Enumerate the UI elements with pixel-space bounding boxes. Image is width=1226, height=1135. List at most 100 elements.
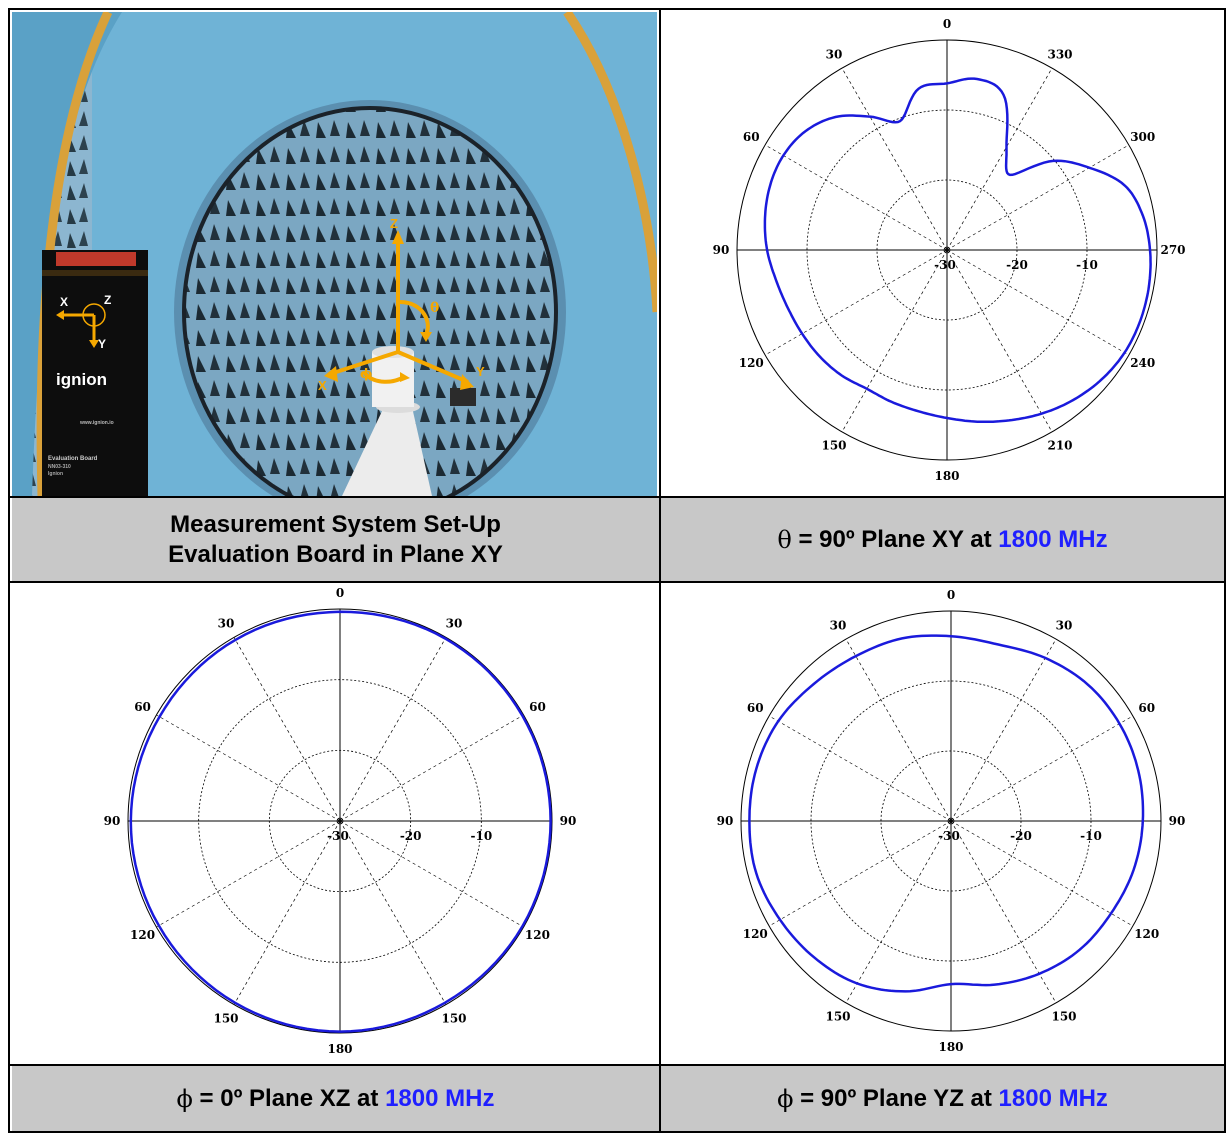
- angle-tick-label: 30: [1056, 618, 1073, 632]
- radial-tick-label: -20: [400, 829, 422, 843]
- photo-axis-phi: ϕ: [360, 367, 372, 382]
- caption-xy-frequency: 1800 MHz: [998, 525, 1108, 553]
- grid-spoke: [233, 637, 341, 822]
- radial-tick-label: -20: [1006, 258, 1028, 272]
- board-axis-z: Z: [104, 293, 111, 307]
- board-maker: Ignion: [48, 471, 63, 477]
- angle-tick-label: 150: [441, 1011, 466, 1025]
- board-website: www.ignion.io: [79, 420, 114, 426]
- radial-tick-label: -30: [327, 829, 349, 843]
- grid-spoke: [946, 144, 1130, 251]
- angle-tick-label: 60: [743, 130, 760, 144]
- radiation-pattern-trace: [129, 610, 552, 1033]
- caption-setup: Measurement System Set-Up Evaluation Boa…: [12, 498, 659, 581]
- grid-spoke: [946, 249, 1053, 433]
- angle-tick-label: 240: [1130, 356, 1155, 370]
- angle-tick-label: 150: [213, 1011, 238, 1025]
- radial-tick-label: -10: [470, 829, 492, 843]
- caption-yz: ϕ = 90º Plane YZ at 1800 MHz: [661, 1066, 1224, 1131]
- angle-tick-label: 30: [826, 47, 843, 61]
- grid-spoke: [845, 638, 952, 822]
- row-divider: [10, 496, 1224, 498]
- row-divider: [10, 1064, 1224, 1066]
- angle-tick-label: 150: [825, 1010, 850, 1024]
- grid-spoke: [950, 820, 1134, 927]
- angle-tick-label: 120: [525, 928, 550, 942]
- caption-xy-symbol: θ: [777, 525, 792, 554]
- caption-xy: θ = 90º Plane XY at 1800 MHz: [661, 498, 1224, 581]
- measurement-photo: Z θ X Y ϕ X Z Y ignion www: [12, 12, 657, 496]
- angle-tick-label: 120: [743, 927, 768, 941]
- center-marker: [947, 817, 955, 825]
- polar-chart-yz: 0 30 60 90 120 150 180 150 120 90 60 30 -30 -20 -10: [717, 588, 1186, 1054]
- photo-axis-x: X: [318, 378, 327, 393]
- angle-tick-label: 60: [1138, 701, 1155, 715]
- angle-tick-label: 90: [1169, 814, 1186, 828]
- board-axis-y: Y: [98, 337, 106, 351]
- grid-spoke: [950, 638, 1057, 822]
- grid-spoke: [950, 715, 1134, 822]
- angle-tick-label: 180: [934, 469, 959, 483]
- angle-tick-label: 90: [717, 814, 734, 828]
- polar-chart-xy-cell: 0 30 60 90 120 150 180 210 240 270 300 330 -30 -20 -10: [661, 12, 1224, 496]
- caption-yz-frequency: 1800 MHz: [998, 1084, 1108, 1112]
- caption-xz-symbol: ϕ: [176, 1084, 193, 1113]
- grid-spoke: [841, 249, 948, 433]
- caption-setup-line2: Evaluation Board in Plane XY: [168, 540, 503, 568]
- board-axis-x: X: [60, 295, 68, 309]
- radial-tick-label: -30: [934, 258, 956, 272]
- angle-tick-label: 300: [1130, 130, 1155, 144]
- angle-tick-label: 210: [1047, 439, 1072, 453]
- evaluation-board: X Z Y ignion www.ignion.io Evaluation Bo…: [42, 250, 148, 496]
- angle-tick-label: 120: [1134, 927, 1159, 941]
- angle-tick-label: 0: [947, 588, 955, 602]
- angle-tick-label: 120: [130, 928, 155, 942]
- grid-spoke: [768, 715, 952, 822]
- polar-chart-yz-cell: 0 30 60 90 120 150 180 150 120 90 60 30 -30 -20 -10: [661, 583, 1224, 1064]
- angle-tick-label: 90: [560, 814, 577, 828]
- row-divider: [10, 581, 1224, 583]
- angle-tick-label: 180: [938, 1040, 963, 1054]
- angle-tick-label: 30: [446, 617, 463, 631]
- board-subtitle: NN03-310: [48, 464, 71, 470]
- board-brand: ignion: [56, 370, 107, 389]
- caption-xy-text: = 90º Plane XY at: [791, 525, 999, 553]
- polar-chart-xz: 0 30 60 90 120 150 180 150 120 90 60 30 -30 -20 -10: [104, 586, 577, 1056]
- grid-spoke: [339, 820, 524, 928]
- angle-tick-label: 30: [218, 617, 235, 631]
- angle-tick-label: 150: [1051, 1010, 1076, 1024]
- angle-tick-label: 120: [739, 356, 764, 370]
- grid-spoke: [946, 249, 1130, 356]
- grid-spoke: [156, 820, 341, 928]
- polar-chart-xy: 0 30 60 90 120 150 180 210 240 270 300 330 -30 -20 -10: [713, 17, 1186, 483]
- radial-tick-label: -10: [1080, 829, 1102, 843]
- radial-tick-label: -10: [1076, 258, 1098, 272]
- grid-spoke: [946, 67, 1053, 251]
- radial-tick-label: -30: [938, 829, 960, 843]
- grid-spoke: [841, 67, 948, 251]
- grid-spoke: [764, 249, 948, 356]
- radiation-pattern-trace: [748, 634, 1145, 993]
- angle-tick-label: 90: [104, 814, 121, 828]
- center-marker: [943, 246, 951, 254]
- angle-tick-label: 330: [1047, 47, 1072, 61]
- caption-setup-line1: Measurement System Set-Up: [170, 510, 501, 538]
- caption-xz-text: = 0º Plane XZ at: [192, 1084, 386, 1112]
- grid-spoke: [768, 820, 952, 927]
- anechoic-chamber-illustration: Z θ X Y ϕ X Z Y ignion www: [12, 12, 657, 496]
- angle-tick-label: 60: [134, 700, 151, 714]
- grid-spoke: [339, 820, 447, 1005]
- caption-xz-frequency: 1800 MHz: [385, 1084, 495, 1112]
- photo-axis-theta: θ: [430, 300, 439, 316]
- photo-axis-y: Y: [476, 364, 485, 379]
- photo-axis-z: Z: [390, 216, 398, 231]
- angle-tick-label: 180: [327, 1042, 352, 1056]
- grid-spoke: [764, 144, 948, 251]
- angle-tick-label: 150: [821, 439, 846, 453]
- angle-tick-label: 270: [1160, 243, 1185, 257]
- caption-xz: ϕ = 0º Plane XZ at 1800 MHz: [12, 1066, 659, 1131]
- caption-yz-text: = 90º Plane YZ at: [793, 1084, 999, 1112]
- caption-yz-symbol: ϕ: [777, 1084, 794, 1113]
- radial-tick-label: -20: [1010, 829, 1032, 843]
- grid-spoke: [156, 714, 341, 822]
